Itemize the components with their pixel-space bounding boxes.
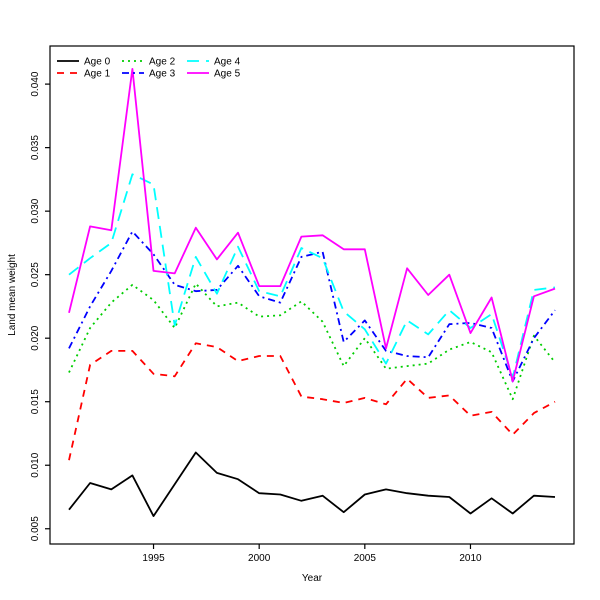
series-line-age-5: [68, 68, 556, 383]
y-axis-title: Land mean weight: [7, 254, 18, 336]
x-tick-label: 1995: [142, 553, 165, 564]
y-tick-label: 0.025: [30, 262, 41, 287]
x-tick-label: 2005: [354, 553, 377, 564]
legend-label-age-5: Age 5: [214, 69, 241, 80]
plot-border: [49, 45, 575, 545]
legend-label-age-3: Age 3: [149, 69, 176, 80]
legend-label-age-2: Age 2: [149, 57, 176, 68]
legend-label-age-4: Age 4: [214, 57, 241, 68]
series-line-age-0: [68, 451, 556, 517]
series-line-age-2: [68, 282, 556, 401]
y-tick-label: 0.020: [30, 325, 41, 350]
y-tick-label: 0.005: [30, 516, 41, 541]
series-line-age-4: [68, 173, 556, 379]
series-line-age-1: [68, 342, 556, 461]
x-axis-title: Year: [302, 573, 323, 584]
y-tick-label: 0.010: [30, 452, 41, 477]
y-tick-label: 0.030: [30, 198, 41, 223]
y-tick-label: 0.040: [30, 71, 41, 96]
x-tick-label: 2000: [248, 553, 271, 564]
y-tick-label: 0.035: [30, 135, 41, 160]
x-tick-label: 2010: [459, 553, 482, 564]
series-line-age-3: [68, 230, 556, 383]
y-tick-label: 0.015: [30, 389, 41, 414]
legend-label-age-0: Age 0: [84, 57, 111, 68]
legend-label-age-1: Age 1: [84, 69, 111, 80]
